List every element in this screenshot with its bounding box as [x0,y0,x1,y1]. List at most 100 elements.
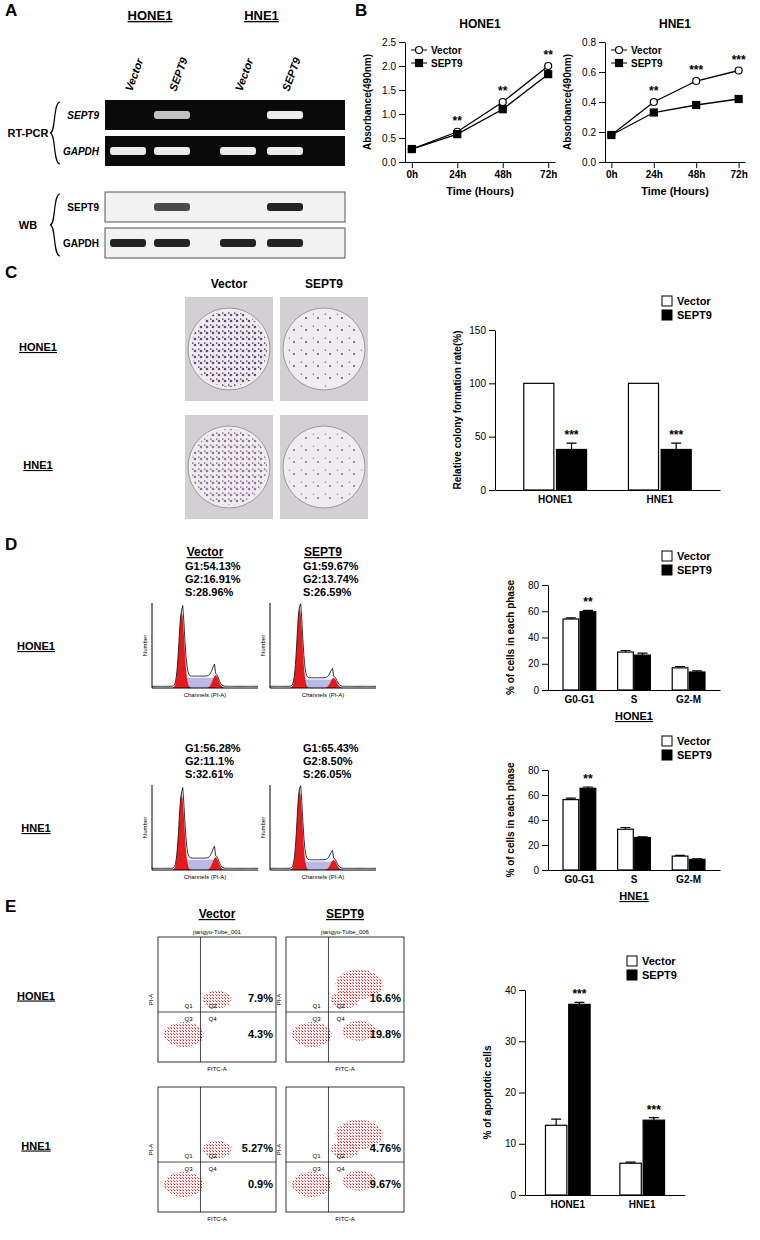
colonies [286,429,362,505]
tick-mark [542,690,548,691]
quadrant-line [200,937,201,1062]
tick-label: 0 [533,685,539,696]
tick-label: 20 [505,1087,517,1098]
bar [618,652,634,690]
axis-title: Absorbance(490nm) [562,54,573,150]
legend-label: SEPT9 [677,749,712,761]
histogram-outline [270,604,376,687]
bar [620,1163,641,1195]
tick-label: 40 [528,632,540,643]
axis-title: PI-A [148,994,154,1006]
tick-label: HONE1 [538,494,573,505]
assay-label: WB [19,219,37,231]
row-label: GAPDH [63,146,100,157]
phase-stat: G1:65.43% [303,742,359,754]
tick: 0h [406,162,418,180]
lane-label: SEPT9 [280,55,303,93]
tick-label: 24h [646,169,663,180]
quadrant-line [286,1162,404,1163]
error-bar [638,653,648,655]
significance: ** [583,595,593,609]
legend-label: SEPT9 [631,58,663,69]
gel-band [220,239,256,247]
tick: 2.0 [382,61,405,72]
tick: 0.0 [582,157,605,168]
axis-title: Number [260,817,266,838]
plot-frame [286,1087,404,1212]
quadrant-label: Q3 [312,1166,321,1172]
tick-mark [599,42,605,43]
axis-title: FITC-A [335,1216,354,1222]
data-point [608,132,615,139]
legend-label: Vector [677,295,711,307]
axis-title: Number [142,817,148,838]
error-bar [675,855,685,857]
dot-plot: Q1Q2Q3Q45.27%0.9%PI-AFITC-A [148,1087,276,1222]
x-axis: HONE1HNE1 [496,490,721,505]
cell-line-header: HNE1 [244,8,279,23]
quadrant-percent: 16.6% [370,992,401,1004]
plot-area [563,787,705,870]
phase-stat: G2:16.91% [185,573,241,585]
row-label: HNE1 [21,1140,50,1152]
row-label: HONE1 [17,640,55,652]
tick: 40 [528,632,548,643]
tick: 20 [528,840,548,851]
quadrant-label: Q3 [312,1016,321,1022]
axis-line [406,162,556,163]
phase-stat: G1:54.13% [185,560,241,572]
quadrant-label: Q4 [208,1016,217,1022]
data-point [693,102,700,109]
tick-mark [739,162,740,168]
tick: 60 [528,606,548,617]
row-label: HONE1 [17,990,55,1002]
legend-label: SEPT9 [431,58,463,69]
legend-label: Vector [631,45,662,56]
bar [628,383,658,490]
chart: 020406080% of cells in each phaseG0-G1SG… [505,735,721,902]
quadrant-label: Q1 [184,1153,193,1159]
axis-title: FITC-A [335,1066,354,1072]
tick-label: G2-M [676,694,701,705]
tick: 72h [731,162,748,180]
tick: G0-G1 [564,870,594,885]
legend-label: Vector [431,45,462,56]
quadrant-line [158,1012,276,1013]
quadrant-percent: 19.8% [370,1028,401,1040]
plot-frame [158,937,276,1062]
tick-mark [599,132,605,133]
tick: 72h [540,162,557,180]
row-label: HONE1 [19,341,57,353]
quadrant-percent: 4.76% [370,1142,401,1154]
significance: *** [689,63,703,77]
quadrant-percent: 5.27% [242,1142,273,1154]
quadrant-line [328,937,329,1062]
tick-label: 80 [528,580,540,591]
lane-label: SEPT9 [167,55,190,93]
legend-label: Vector [642,955,676,967]
dot-plot: Q1Q2Q3Q416.6%19.8%jiangyu-Tube_006PI-AFI… [276,929,404,1072]
tick: S [631,690,638,705]
tick-label: 100 [469,378,486,389]
chart-title: HONE1 [459,17,501,31]
error-bar [551,1119,561,1125]
tick: 60 [528,790,548,801]
tick-label: G0-G1 [564,874,594,885]
dish-photo [280,415,368,519]
chart: 020406080% of cells in each phaseG0-G1SG… [505,550,721,722]
significance: *** [669,428,683,442]
row-label: HNE1 [23,459,52,471]
row-label: SEPT9 [67,110,99,121]
tick-mark [489,437,495,438]
tick-label: 0.4 [582,97,596,108]
phase-stat: G1:59.67% [303,560,359,572]
panel-label: D [5,535,17,554]
tick-label: 150 [469,325,486,336]
tick-mark [489,490,495,491]
axis-line [525,991,526,1196]
data-point [545,71,552,78]
tick: 80 [528,765,548,776]
error-bar [671,443,681,449]
gel-band [267,239,303,247]
x-axis: 0h24h48h72h [406,162,558,180]
